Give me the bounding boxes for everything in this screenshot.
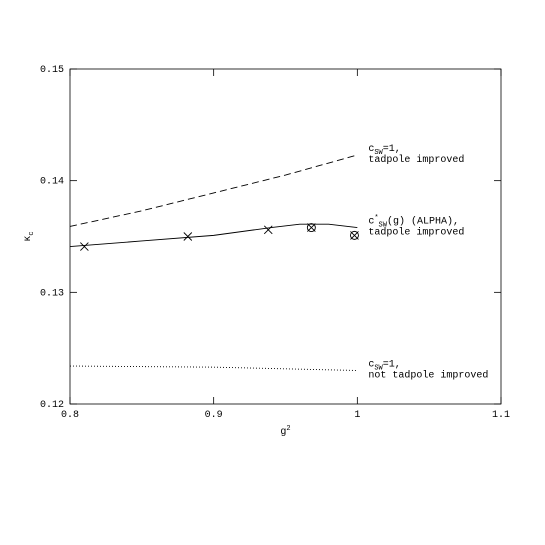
text-part: tadpole improved xyxy=(368,154,464,166)
text-part: =1, xyxy=(383,360,401,371)
y-tick-label: 0.14 xyxy=(40,177,64,188)
text-part: g xyxy=(280,427,286,438)
text-part: (g) (ALPHA), xyxy=(387,216,459,228)
text-part: =1, xyxy=(383,144,401,155)
y-tick-label: 0.15 xyxy=(40,65,64,76)
y-tick-label: 0.12 xyxy=(40,400,64,411)
cross-marker xyxy=(80,242,89,251)
text-part: c xyxy=(368,144,374,155)
text-part: c xyxy=(368,217,374,228)
x-tick-label: 1 xyxy=(354,410,360,421)
text-part: SW xyxy=(374,149,383,157)
plot-frame xyxy=(69,68,502,405)
curve xyxy=(69,365,358,371)
curve-label: cSW=1, xyxy=(368,360,400,373)
text-part: c xyxy=(28,231,36,235)
text-part: SW xyxy=(379,222,388,230)
text-part: 2 xyxy=(286,425,290,433)
x-tick-label: 0.9 xyxy=(205,410,223,421)
x-axis-label: g2 xyxy=(280,425,290,438)
curve-label: c*SW(g) (ALPHA), xyxy=(368,215,459,230)
circle-marker xyxy=(350,230,359,240)
x-tick-label: 1.1 xyxy=(492,410,510,421)
text-part: * xyxy=(374,215,378,223)
curve-label: tadpole improved xyxy=(368,154,464,166)
text-part: not tadpole improved xyxy=(368,370,488,382)
curve-label: cSW=1, xyxy=(368,144,400,157)
circle-marker xyxy=(306,223,316,233)
y-axis-label: κc xyxy=(23,231,36,241)
curve xyxy=(69,154,358,227)
text-part: κ xyxy=(23,236,34,242)
text-part: c xyxy=(368,360,374,371)
text-part: SW xyxy=(374,365,383,373)
curve xyxy=(69,223,358,247)
curve-label: not tadpole improved xyxy=(368,370,488,382)
cross-marker xyxy=(183,232,193,241)
y-tick-label: 0.13 xyxy=(40,288,64,299)
cross-marker xyxy=(263,225,273,235)
x-tick-label: 0.8 xyxy=(61,410,79,421)
curve-label: tadpole improved xyxy=(368,227,464,239)
text-part: tadpole improved xyxy=(368,227,464,239)
